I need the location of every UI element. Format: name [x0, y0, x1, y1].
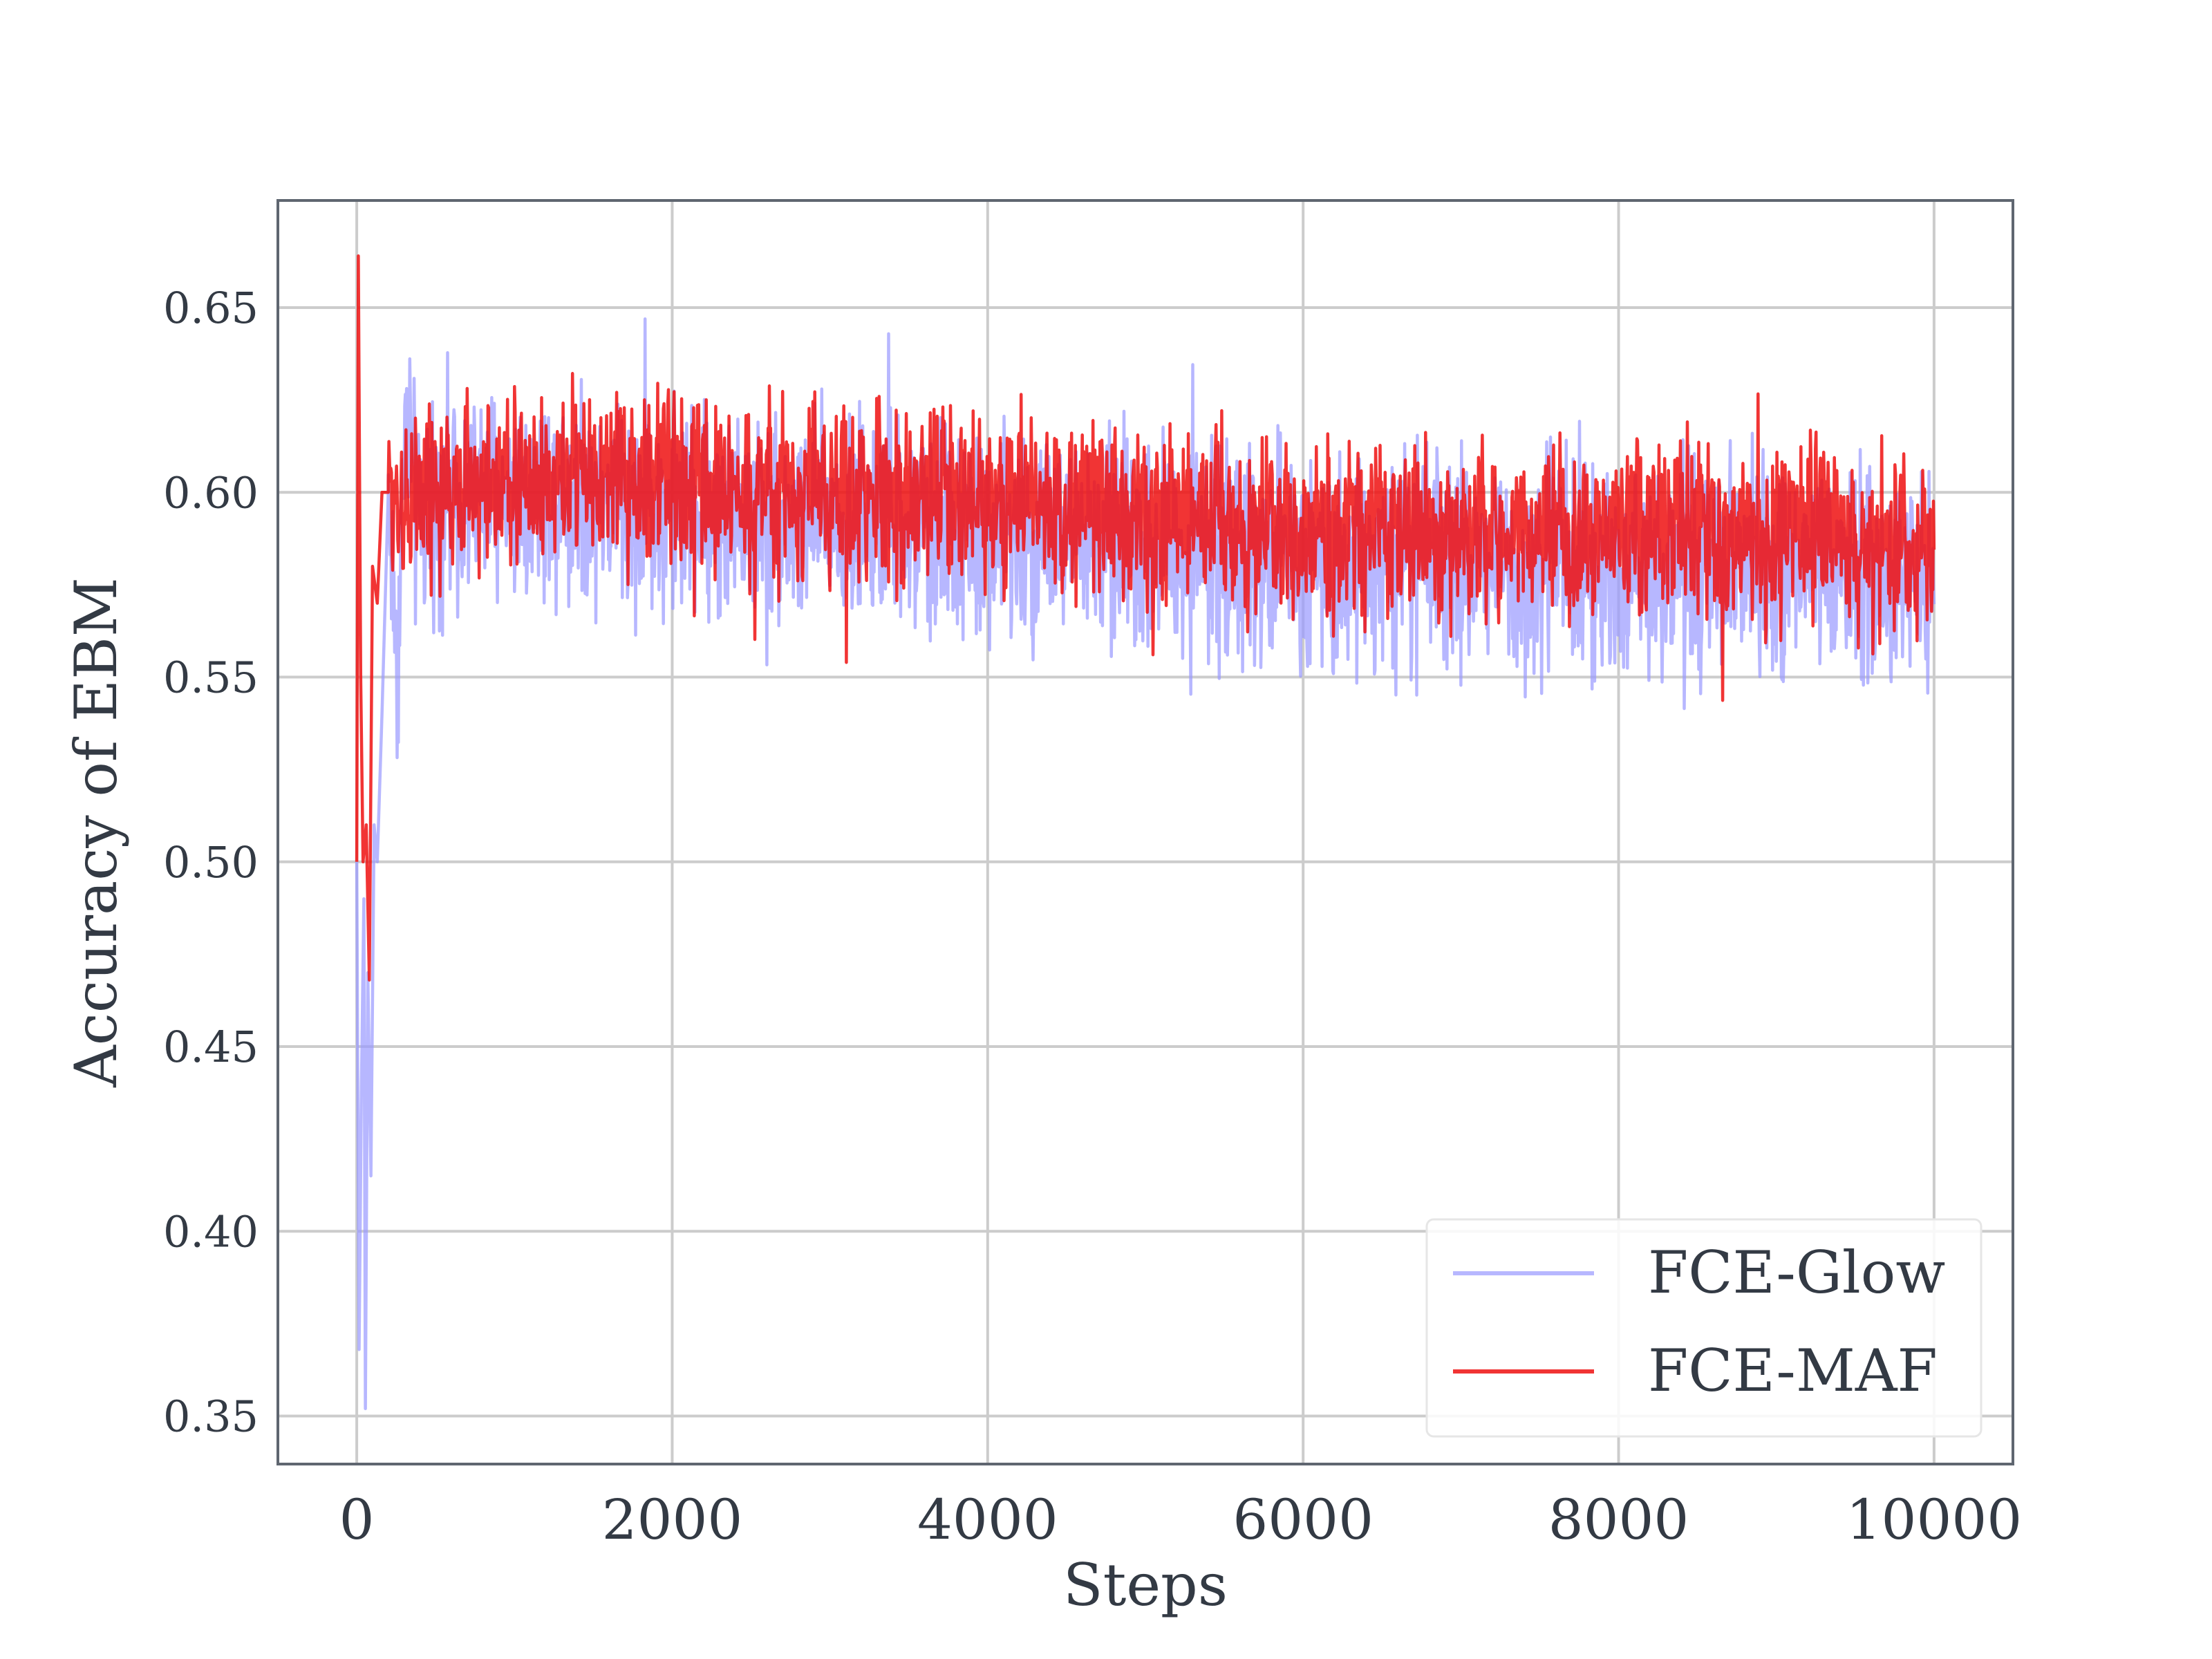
x-tick-label: 6000: [1232, 1488, 1374, 1552]
x-axis-label: Steps: [1063, 1551, 1228, 1619]
y-tick-label: 0.50: [163, 837, 259, 888]
y-tick-labels: 0.35 0.40 0.45 0.50 0.55 0.60 0.65: [163, 283, 259, 1442]
y-tick-label: 0.40: [163, 1206, 259, 1257]
plot-frame: [276, 199, 2014, 1465]
series-line-fce-maf: [355, 254, 1936, 982]
y-tick-label: 0.35: [163, 1391, 259, 1442]
x-tick-label: 10000: [1846, 1488, 2023, 1552]
y-tick-label: 0.60: [163, 467, 259, 518]
legend: FCE-Glow FCE-MAF: [1425, 1218, 1983, 1438]
legend-label: FCE-MAF: [1648, 1337, 1938, 1405]
y-tick-label: 0.55: [163, 653, 259, 703]
x-tick-label: 8000: [1548, 1488, 1689, 1552]
x-tick-label: 2000: [602, 1488, 743, 1552]
x-tick-label: 0: [339, 1488, 375, 1552]
legend-label: FCE-Glow: [1648, 1239, 1945, 1306]
x-tick-label: 4000: [917, 1488, 1058, 1552]
y-axis-label: Accuracy of EBM: [62, 577, 130, 1088]
x-tick-labels: 0 2000 4000 6000 8000 10000: [339, 1488, 2023, 1552]
series-layer: [355, 254, 1936, 1411]
y-tick-label: 0.65: [163, 283, 259, 333]
y-tick-label: 0.45: [163, 1022, 259, 1072]
